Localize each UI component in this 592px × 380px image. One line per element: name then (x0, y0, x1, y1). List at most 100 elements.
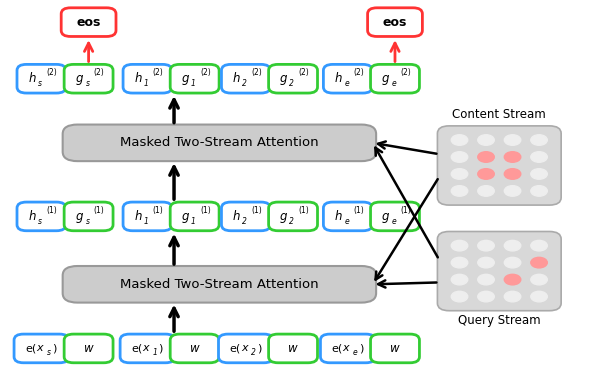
FancyBboxPatch shape (269, 64, 317, 93)
FancyBboxPatch shape (17, 202, 66, 231)
Text: w: w (390, 342, 400, 355)
Circle shape (531, 169, 547, 179)
Circle shape (504, 291, 521, 302)
Text: h: h (28, 210, 36, 223)
Text: ): ) (257, 343, 261, 353)
Text: ): ) (52, 343, 57, 353)
FancyBboxPatch shape (371, 334, 420, 363)
Text: e(: e( (332, 343, 343, 353)
FancyBboxPatch shape (218, 334, 274, 363)
Circle shape (531, 135, 547, 145)
FancyBboxPatch shape (221, 202, 271, 231)
Text: h: h (28, 72, 36, 85)
Circle shape (478, 186, 494, 196)
FancyBboxPatch shape (437, 126, 561, 205)
Circle shape (451, 152, 468, 162)
FancyBboxPatch shape (323, 64, 372, 93)
FancyBboxPatch shape (63, 266, 376, 302)
Circle shape (531, 257, 547, 268)
Text: h: h (334, 72, 342, 85)
Text: w: w (190, 342, 200, 355)
Text: x: x (36, 343, 43, 353)
Circle shape (478, 169, 494, 179)
Circle shape (504, 241, 521, 251)
Text: (1): (1) (251, 206, 262, 215)
Circle shape (451, 257, 468, 268)
Circle shape (451, 241, 468, 251)
Text: e: e (391, 79, 396, 88)
Text: 2: 2 (289, 79, 294, 88)
Text: g: g (182, 72, 189, 85)
FancyBboxPatch shape (14, 334, 69, 363)
Text: 1: 1 (152, 348, 157, 358)
Circle shape (451, 169, 468, 179)
Text: w: w (288, 342, 298, 355)
Text: h: h (233, 72, 240, 85)
FancyBboxPatch shape (63, 125, 376, 161)
Text: 2: 2 (242, 217, 247, 226)
FancyBboxPatch shape (269, 334, 317, 363)
FancyBboxPatch shape (61, 8, 116, 36)
Text: (1): (1) (200, 206, 211, 215)
Text: (1): (1) (298, 206, 309, 215)
FancyBboxPatch shape (371, 64, 420, 93)
Circle shape (451, 135, 468, 145)
FancyBboxPatch shape (269, 202, 317, 231)
Circle shape (531, 274, 547, 285)
Text: Masked Two-Stream Attention: Masked Two-Stream Attention (120, 278, 318, 291)
FancyBboxPatch shape (371, 202, 420, 231)
Text: g: g (280, 210, 287, 223)
FancyBboxPatch shape (320, 334, 375, 363)
FancyBboxPatch shape (17, 64, 66, 93)
Text: eos: eos (383, 16, 407, 28)
Text: g: g (280, 72, 287, 85)
Text: 1: 1 (144, 217, 149, 226)
Text: w: w (84, 342, 94, 355)
Text: 1: 1 (191, 217, 196, 226)
Circle shape (531, 241, 547, 251)
Text: (1): (1) (153, 206, 163, 215)
Circle shape (531, 152, 547, 162)
Circle shape (504, 135, 521, 145)
Circle shape (478, 257, 494, 268)
Text: e(: e( (25, 343, 37, 353)
FancyBboxPatch shape (64, 64, 113, 93)
Circle shape (504, 186, 521, 196)
FancyBboxPatch shape (170, 202, 219, 231)
Text: e(: e( (131, 343, 143, 353)
Text: h: h (233, 210, 240, 223)
Text: 2: 2 (289, 217, 294, 226)
Text: (1): (1) (47, 206, 57, 215)
Text: ): ) (359, 343, 363, 353)
Circle shape (531, 291, 547, 302)
Circle shape (478, 274, 494, 285)
Text: g: g (382, 210, 390, 223)
Text: (2): (2) (153, 68, 163, 77)
Circle shape (504, 257, 521, 268)
Circle shape (504, 274, 521, 285)
Text: g: g (75, 72, 83, 85)
Text: e: e (345, 217, 349, 226)
Circle shape (531, 186, 547, 196)
FancyBboxPatch shape (368, 8, 422, 36)
Text: e: e (345, 79, 349, 88)
Text: x: x (343, 343, 349, 353)
Text: g: g (382, 72, 390, 85)
Text: (1): (1) (353, 206, 364, 215)
Text: s: s (38, 79, 42, 88)
FancyBboxPatch shape (120, 334, 175, 363)
Text: (2): (2) (94, 68, 105, 77)
Text: h: h (134, 72, 142, 85)
Circle shape (504, 169, 521, 179)
Text: (2): (2) (353, 68, 364, 77)
Text: x: x (241, 343, 247, 353)
Text: s: s (47, 348, 50, 358)
FancyBboxPatch shape (170, 64, 219, 93)
Text: g: g (182, 210, 189, 223)
Text: g: g (75, 210, 83, 223)
FancyBboxPatch shape (64, 202, 113, 231)
Text: s: s (85, 79, 89, 88)
FancyBboxPatch shape (437, 231, 561, 311)
Text: (2): (2) (47, 68, 57, 77)
Circle shape (451, 291, 468, 302)
